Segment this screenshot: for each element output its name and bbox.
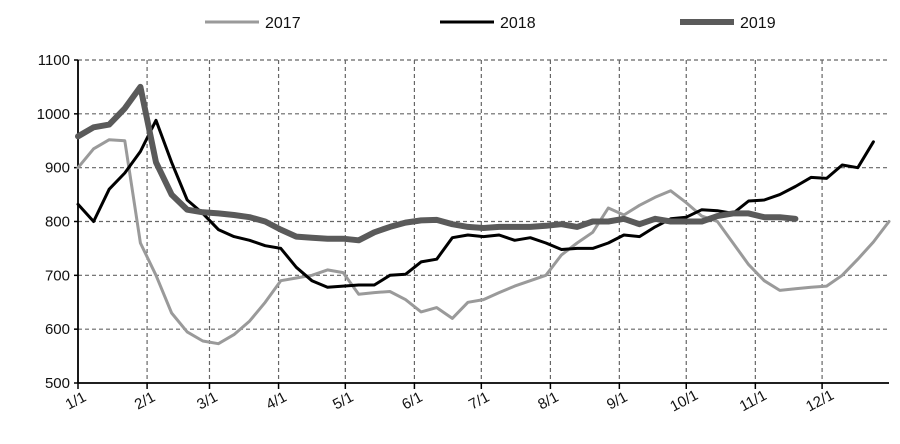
grid [78,59,889,383]
x-tick-label: 8/1 [535,389,561,414]
x-tick-label: 6/1 [399,389,425,414]
y-tick-label: 700 [45,267,70,284]
x-tick-label: 3/1 [194,389,220,414]
y-tick-label: 600 [45,321,70,338]
y-tick-label: 1100 [38,52,70,69]
x-tick-label: 2/1 [132,389,158,414]
y-tick-label: 1000 [37,106,70,123]
series-lines [75,83,891,346]
y-tick-label: 800 [45,214,70,231]
axes: 500 600 700 800 900 1000 1100 1/1 2/1 3/1 4/1 5/1 6/… [37,52,889,415]
series-line-2019 [75,83,799,244]
x-tick-label: 5/1 [330,389,356,414]
legend: 2017 2018 2019 [205,15,776,32]
series-line-2017 [76,138,891,346]
legend-label-2018: 2018 [500,15,536,32]
x-tick-label: 4/1 [263,389,289,414]
y-tick-label: 500 [45,375,70,392]
legend-label-2019: 2019 [740,15,776,32]
legend-label-2017: 2017 [265,15,301,32]
series-line-2018 [76,118,875,289]
x-tick-label: 12/1 [803,387,837,416]
y-tick-label: 900 [45,160,70,177]
x-tick-label: 10/1 [667,387,701,416]
x-tick-label: 11/1 [737,387,770,415]
x-tick-label: 9/1 [604,389,630,414]
x-tick-label: 7/1 [466,389,492,414]
x-tick-label: 1/1 [63,389,89,414]
